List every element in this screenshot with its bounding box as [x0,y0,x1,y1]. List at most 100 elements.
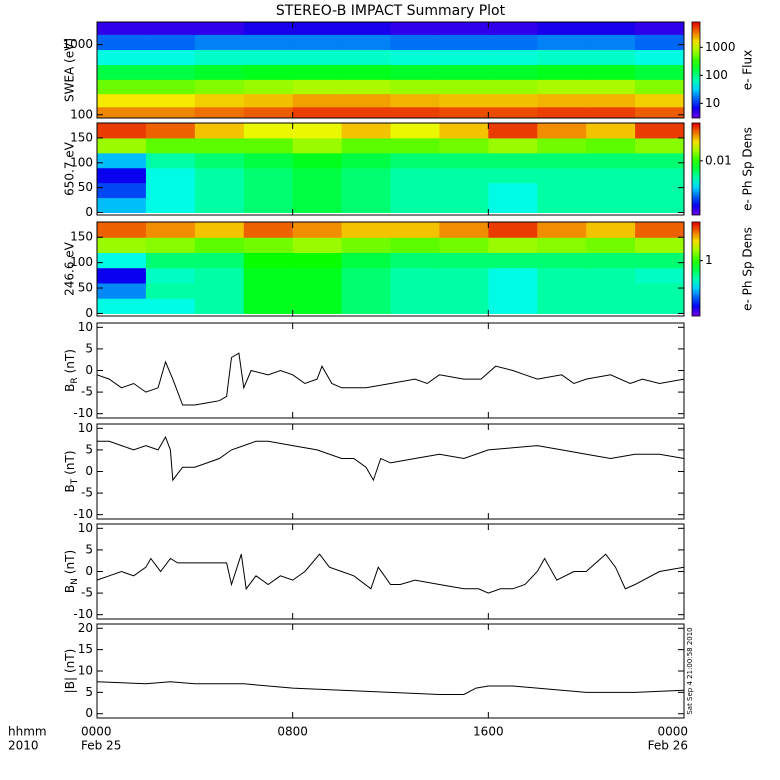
y-tick-label: 0 [85,706,93,720]
heatmap-cell [97,64,147,80]
heatmap-cell [537,152,587,169]
heatmap-cell [488,267,538,284]
timestamp: Sat Sep 4 21:00:58 2010 [686,627,694,714]
heatmap-cell [97,49,147,66]
heatmap-cell [243,237,294,253]
heatmap-cell [390,22,440,35]
panel-frame [96,623,685,719]
chart-title: STEREO-B IMPACT Summary Plot [276,3,506,19]
x-tick-label: 0000 [81,725,112,739]
heatmap-cell [194,167,245,184]
y-tick-label: 5 [85,685,93,699]
y-tick-label: 150 [70,230,93,244]
y-axis-label: 246.6 eV [63,241,77,296]
heatmap-cell [341,167,391,184]
y-tick-label: 20 [78,621,93,635]
colorbar-tick-label: 10 [705,96,720,110]
heatmap-cell [390,252,440,269]
heatmap-cell [537,64,587,80]
y-tick-label: -10 [73,507,93,521]
heatmap-cell [390,106,440,118]
heatmap-cell [243,49,294,66]
heatmap-cell [292,137,343,154]
heatmap-cell [243,34,294,51]
heatmap-cell [390,49,440,66]
heatmap-cell [145,106,196,118]
heatmap-cell [145,34,196,51]
heatmap-cell [586,167,636,184]
heatmap-cell [537,252,587,269]
heatmap-cell [292,167,343,184]
heatmap-cell [488,152,538,169]
heatmap-cell [586,252,636,269]
heatmap-cell [390,282,440,299]
heatmap-cell [97,182,147,199]
heatmap-cell [145,298,196,314]
heatmap-cell [341,93,391,108]
heatmap-cell [488,79,538,95]
colorbar-tick-label: 0.01 [705,153,732,167]
heatmap-cell [439,49,489,66]
heatmap-cell [635,167,684,184]
heatmap-cell [635,222,684,238]
heatmap-cell [439,222,489,238]
heatmap-cell [243,282,294,299]
heatmap-cell [145,49,196,66]
heatmap-cell [537,282,587,299]
heatmap-cell [243,137,294,154]
heatmap-cell [586,182,636,199]
y-axis-label: BR (nT) [63,349,80,392]
heatmap-cell [586,64,636,80]
heatmap-cell [194,152,245,169]
panel-frame [96,322,685,419]
heatmap-cell [586,267,636,284]
heatmap-cell [292,79,343,95]
heatmap-cell [439,197,489,214]
heatmap-cell [292,222,343,238]
heatmap-cell [439,267,489,284]
heatmap-cell [292,64,343,80]
heatmap-cell [97,167,147,184]
y-label-main: B [63,585,77,593]
heatmap-cell [439,106,489,118]
heatmap-cell [243,197,294,214]
data-line [96,681,685,695]
heatmap-cell [390,93,440,108]
heatmap-cell [586,152,636,169]
heatmap-cell [390,167,440,184]
heatmap-cell [439,137,489,154]
heatmap-cell [586,49,636,66]
colorbar-label: e- Ph Sp Dens [741,127,755,211]
panel-frame [96,423,685,520]
heatmap-cell [439,252,489,269]
heatmap-cell [537,267,587,284]
heatmap-cell [341,106,391,118]
heatmap-cell [194,237,245,253]
heatmap-cell [341,49,391,66]
heatmap-cell [635,197,684,214]
heatmap-cell [341,197,391,214]
heatmap-cell [97,237,147,253]
heatmap-cell [488,167,538,184]
heatmap-cell [194,252,245,269]
heatmap-cell [537,34,587,51]
heatmap-cell [488,137,538,154]
heatmap-cell [635,182,684,199]
y-label-main: B [63,484,77,492]
heatmap-cell [145,79,196,95]
y-label-unit: (nT) [63,649,77,673]
heatmap-cell [97,123,147,139]
heatmap-cell [439,79,489,95]
heatmap-cell [145,267,196,284]
heatmap-cell [537,106,587,118]
heatmap-cell [439,237,489,253]
heatmap-cell [488,123,538,139]
y-tick-label: 15 [78,642,93,656]
heatmap-cell [341,64,391,80]
heatmap-cell [341,123,391,139]
heatmap-cell [97,34,147,51]
heatmap-cell [635,22,684,35]
heatmap-cell [145,197,196,214]
heatmap-cell [243,93,294,108]
heatmap-cell [390,137,440,154]
